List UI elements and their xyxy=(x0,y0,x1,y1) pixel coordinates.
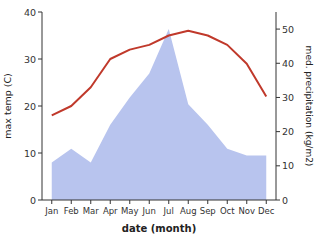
y-tick-label: 20 xyxy=(24,101,36,112)
x-tick-label: Jun xyxy=(142,206,156,216)
x-tick xyxy=(129,200,130,204)
x-tick-label: Aug xyxy=(180,206,197,216)
temperature-line xyxy=(52,31,267,116)
x-tick xyxy=(71,200,72,204)
y-axis-label: max temp (C) xyxy=(2,73,13,139)
y-tick xyxy=(38,200,42,201)
x-tick xyxy=(168,200,169,204)
y-tick xyxy=(38,106,42,107)
precipitation-area xyxy=(52,29,267,200)
chart: Jan Feb MarAprMayJun Jul AugSep OctNovDec 0 10 2… xyxy=(0,0,318,247)
y-tick xyxy=(38,59,42,60)
x-axis-line xyxy=(42,200,276,201)
x-tick xyxy=(188,200,189,204)
y-tick-label: 10 xyxy=(24,148,36,159)
y2-tick-label: 50 xyxy=(282,24,294,35)
y2-tick-label: 10 xyxy=(282,160,294,171)
x-tick-label: Mar xyxy=(83,206,100,216)
y2-tick xyxy=(276,200,280,201)
y-tick xyxy=(38,153,42,154)
x-tick-label: Apr xyxy=(103,206,118,216)
x-tick xyxy=(246,200,247,204)
y-tick-label: 30 xyxy=(24,54,36,65)
x-tick xyxy=(51,200,52,204)
chart-container: Jan Feb MarAprMayJun Jul AugSep OctNovDec 0 10 2… xyxy=(0,0,318,247)
x-tick-label: Jul xyxy=(163,206,174,216)
y2-axis-label: med. precipitation (kg/m2) xyxy=(304,46,314,167)
x-tick xyxy=(149,200,150,204)
x-tick xyxy=(227,200,228,204)
y-tick-label: 40 xyxy=(24,7,36,18)
y-tick xyxy=(38,12,42,13)
y2-tick-label: 40 xyxy=(282,58,294,69)
y2-tick xyxy=(276,131,280,132)
y2-tick xyxy=(276,97,280,98)
y2-tick-label: 20 xyxy=(282,126,294,137)
x-tick-label: Oct xyxy=(220,206,235,216)
x-tick-label: Nov xyxy=(238,206,255,216)
y2-axis-line xyxy=(276,12,277,200)
x-tick-label: Jan xyxy=(44,206,58,216)
y2-tick xyxy=(276,29,280,30)
x-tick-label: Feb xyxy=(64,206,79,216)
x-tick-label: Sep xyxy=(200,206,216,216)
y2-tick-label: 0 xyxy=(282,195,288,206)
y-tick-label: 0 xyxy=(30,195,36,206)
y2-tick-label: 30 xyxy=(282,92,294,103)
x-tick xyxy=(207,200,208,204)
x-tick xyxy=(110,200,111,204)
y2-tick xyxy=(276,63,280,64)
x-tick xyxy=(266,200,267,204)
y2-tick xyxy=(276,165,280,166)
plot-area xyxy=(52,29,267,200)
x-tick-label: May xyxy=(121,206,139,216)
x-tick xyxy=(90,200,91,204)
x-tick-label: Dec xyxy=(258,206,275,216)
x-axis-label: date (month) xyxy=(122,223,196,234)
